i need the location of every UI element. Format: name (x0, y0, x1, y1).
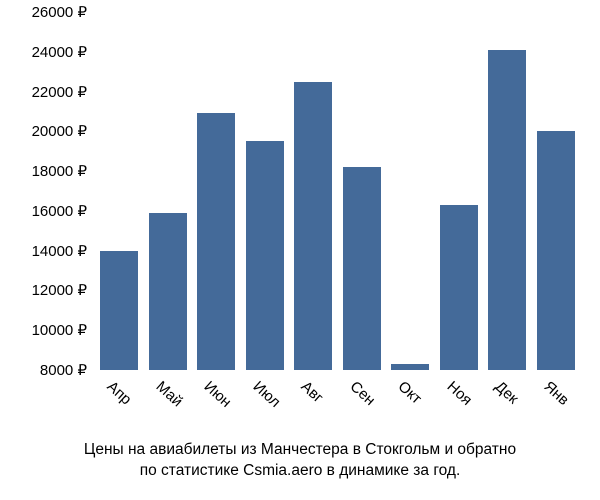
x-tick-label: Янв (540, 378, 572, 409)
bar (537, 131, 575, 370)
y-tick-label: 14000 ₽ (32, 242, 95, 260)
x-tick-label: Июл (249, 378, 283, 411)
bar (197, 113, 235, 370)
y-tick-label: 18000 ₽ (32, 162, 95, 180)
bar (246, 141, 284, 370)
y-tick-label: 10000 ₽ (32, 321, 95, 339)
bar (488, 50, 526, 370)
y-tick-label: 24000 ₽ (32, 43, 95, 61)
bar (343, 167, 381, 370)
x-tick-label: Дек (492, 378, 522, 407)
caption-line-1: Цены на авиабилеты из Манчестера в Стокг… (84, 441, 516, 458)
y-tick-label: 12000 ₽ (32, 281, 95, 299)
y-tick-label: 26000 ₽ (32, 3, 95, 21)
x-tick-label: Июн (201, 378, 235, 411)
x-tick-label: Апр (104, 378, 135, 408)
y-tick-label: 20000 ₽ (32, 122, 95, 140)
x-tick-label: Сен (346, 378, 378, 409)
chart-caption: Цены на авиабилеты из Манчестера в Стокг… (0, 440, 600, 482)
y-tick-label: 8000 ₽ (40, 361, 95, 379)
caption-line-2: по статистике Csmia.aero в динамике за г… (140, 462, 461, 479)
x-tick-label: Авг (298, 378, 327, 406)
y-tick-label: 16000 ₽ (32, 202, 95, 220)
x-tick-label: Окт (395, 378, 425, 408)
bar (100, 251, 138, 370)
x-tick-label: Май (152, 378, 185, 410)
bar (149, 213, 187, 370)
bar (440, 205, 478, 370)
bar (391, 364, 429, 370)
x-tick-label: Ноя (443, 378, 475, 409)
price-chart: 8000 ₽ 10000 ₽ 12000 ₽ 14000 ₽ 16000 ₽ 18000 … (0, 0, 600, 500)
y-tick-label: 22000 ₽ (32, 83, 95, 101)
bar (294, 82, 332, 370)
bars-container (95, 12, 580, 370)
plot-area: 8000 ₽10000 ₽12000 ₽14000 ₽16000 ₽18000 … (95, 12, 580, 370)
